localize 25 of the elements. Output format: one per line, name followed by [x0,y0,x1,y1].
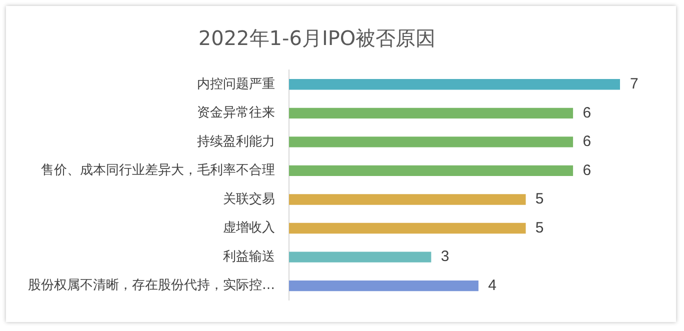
data-label: 6 [582,104,592,122]
data-label: 7 [630,76,638,93]
bar [289,280,478,292]
y-tick-label: 股份权属不清晰，存在股份代持，实际控… [28,278,275,294]
y-tick-label: 虚增收入 [223,220,275,236]
y-tick-label: 内控问题严重 [197,76,275,92]
bar [289,136,574,148]
y-tick-label: 持续盈利能力 [197,134,275,150]
bar [289,252,432,262]
data-label: 3 [440,248,450,266]
bar [289,79,620,90]
bar [289,194,526,205]
y-tick-label: 关联交易 [223,190,275,207]
y-tick-label: 资金异常往来 [197,106,275,121]
data-label: 6 [582,133,592,150]
data-label: 5 [535,190,544,208]
y-tick-label: 售价、成本同行业差异大，毛利率不合理 [41,162,275,178]
data-label: 4 [488,276,496,294]
data-label: 5 [535,219,544,236]
bar [289,222,526,234]
bar [289,108,574,118]
bar [289,165,574,176]
y-tick-label: 利益输送 [223,249,275,264]
chart-title: 2022年1-6月IPO被否原因 [198,26,436,50]
data-label: 6 [582,162,592,179]
